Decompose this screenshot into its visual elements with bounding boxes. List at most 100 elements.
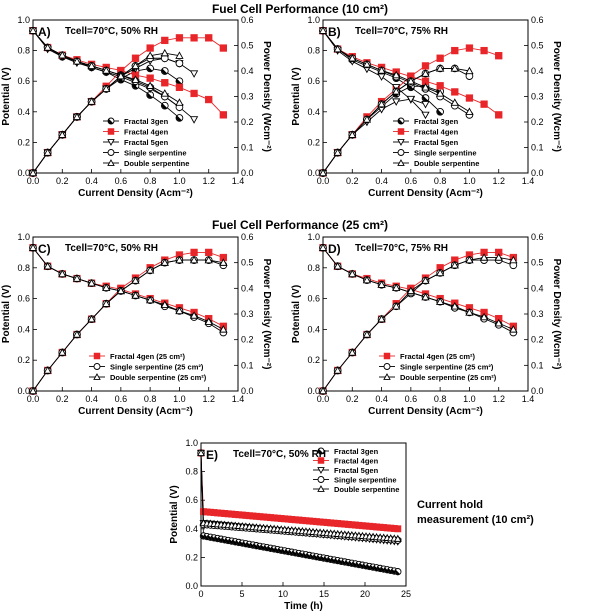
series-double-serpentine-25-cm- — [28, 243, 228, 395]
power-point — [116, 71, 126, 80]
legend-label: Double serpentine (25 cm²) — [400, 373, 497, 382]
y2-tick-label: 0.5 — [241, 258, 254, 268]
y-tick-label: 0.8 — [185, 467, 198, 477]
marker-fill — [161, 68, 168, 75]
y2-tick-label: 0.1 — [241, 360, 254, 370]
marker-fill — [161, 103, 168, 109]
data-point — [394, 568, 402, 576]
y-tick-label: 0.0 — [17, 386, 30, 396]
x-tick-label: 0.8 — [144, 176, 157, 186]
y2-axis-label: Power Density (Wcm⁻²) — [261, 41, 272, 152]
legend-marker — [107, 149, 115, 156]
x-tick-label: 0.4 — [85, 176, 98, 186]
voltage-point — [362, 60, 372, 68]
power-point — [377, 99, 386, 108]
condition-label: Tcell=70°C, 50% RH — [65, 26, 158, 37]
x-tick-label: 0.0 — [317, 394, 330, 404]
y2-tick-label: 0.3 — [531, 92, 544, 102]
power-point — [205, 34, 213, 42]
power-point — [377, 314, 386, 323]
x-tick-label: 1.0 — [173, 176, 186, 186]
legend-label: Single serpentine (25 cm²) — [400, 363, 494, 372]
voltage-point — [28, 243, 38, 251]
legend-marker — [317, 467, 325, 474]
voltage-point — [348, 53, 357, 62]
voltage-point — [495, 111, 503, 119]
y-tick-label: 0.6 — [17, 76, 30, 86]
y2-tick-label: 0.4 — [531, 66, 544, 76]
power-point — [161, 36, 169, 45]
legend-marker — [93, 352, 101, 360]
y-tick-label: 0.4 — [307, 324, 320, 334]
power-point — [333, 366, 342, 374]
x-tick-label: 1.0 — [463, 394, 476, 404]
x-tick-label: 0.2 — [56, 394, 69, 404]
series-double-serpentine — [28, 26, 184, 177]
power-point — [175, 51, 184, 59]
x-tick-label: 0.8 — [434, 394, 447, 404]
x-tick-label: 1.2 — [492, 394, 505, 404]
marker-fill — [176, 115, 182, 121]
voltage-point — [190, 89, 198, 98]
legend-marker — [397, 117, 405, 125]
y-tick-label: 1.0 — [17, 232, 30, 242]
panel-label: A) — [38, 25, 51, 39]
legend-label: Single serpentine (25 cm²) — [110, 363, 204, 372]
chart-panel-a: 0.0 0.2 0.4 0.6 0.8 1.0 1.2 1.40.00.20.40.60.81… — [1, 15, 272, 199]
legend-marker — [317, 457, 325, 464]
x-tick-label: 0.2 — [346, 394, 359, 404]
voltage-point — [131, 75, 140, 83]
y2-tick-label: 0.2 — [241, 117, 254, 127]
y-tick-label: 0.2 — [17, 137, 30, 147]
power-point — [348, 348, 357, 356]
voltage-point — [145, 295, 155, 304]
voltage-point — [392, 283, 401, 291]
power-point — [145, 266, 155, 274]
y-axis-label: Potential (V) — [291, 67, 302, 125]
y-tick-label: 0.6 — [185, 495, 198, 505]
x-tick-label: 0.6 — [405, 394, 418, 404]
power-point — [204, 255, 213, 264]
power-point — [175, 77, 184, 86]
power-point — [333, 148, 342, 156]
legend-marker — [397, 128, 405, 135]
legend: Fractal 4gen (25 cm²) Single serpentine (… — [379, 352, 497, 382]
legend-label: Single serpentine — [334, 476, 397, 485]
y-tick-label: 0.4 — [17, 107, 30, 117]
power-point — [406, 286, 416, 295]
chart-panel-d: 0.0 0.2 0.4 0.6 0.8 1.0 1.2 1.40.00.20.40.60.81… — [291, 232, 562, 417]
marker-fill — [437, 109, 443, 115]
power-point — [436, 54, 444, 62]
voltage-point — [450, 98, 459, 106]
power-point — [435, 268, 445, 277]
voltage-point — [451, 88, 459, 96]
marker-fill — [176, 78, 182, 85]
voltage-point — [43, 43, 52, 51]
x-tick-label: 0.4 — [375, 394, 388, 404]
x-tick-label: 0.0 — [27, 394, 40, 404]
hold-note-line2: measurement (10 cm²) — [417, 514, 534, 526]
legend-label: Fractal 4gen — [124, 128, 169, 137]
power-point — [160, 48, 169, 57]
voltage-point — [421, 82, 430, 91]
legend-marker — [93, 373, 101, 380]
power-point — [190, 34, 198, 42]
voltage-point — [362, 275, 372, 284]
power-point — [145, 51, 155, 59]
legend-label: Fractal 3gen — [334, 447, 379, 456]
power-point — [219, 258, 228, 266]
voltage-point — [175, 306, 184, 315]
y2-tick-label: 0.4 — [241, 283, 254, 293]
y-tick-label: 0.0 — [307, 168, 320, 178]
x-tick-label: 20 — [360, 589, 370, 599]
x-tick-label: 0 — [198, 589, 203, 599]
voltage-point — [465, 94, 474, 102]
voltage-point — [175, 114, 184, 122]
x-tick-label: 0.2 — [56, 176, 69, 186]
y-tick-label: 0.8 — [17, 263, 30, 273]
x-tick-label: 0.8 — [434, 176, 447, 186]
x-tick-label: 10 — [278, 589, 288, 599]
power-point — [465, 255, 474, 264]
y-tick-label: 0.8 — [17, 46, 30, 56]
